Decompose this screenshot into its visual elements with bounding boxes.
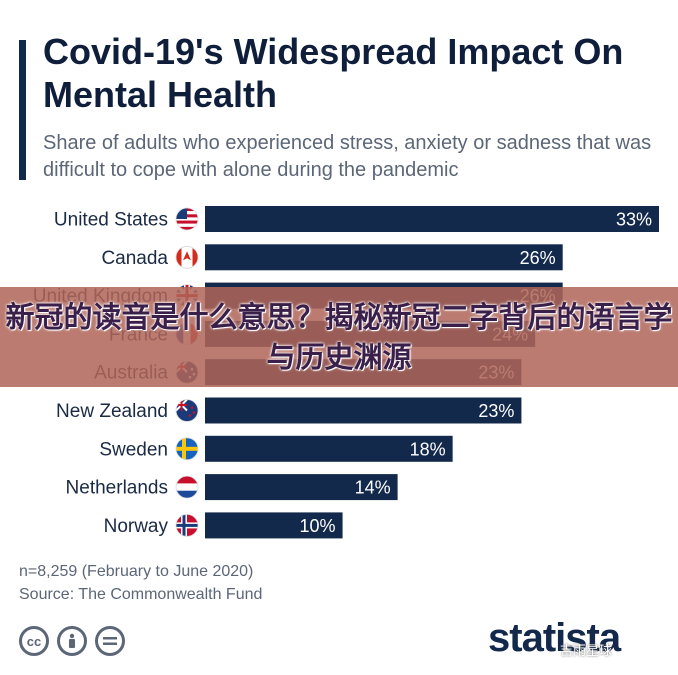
bar: [205, 244, 563, 271]
overlay-banner-text: 新冠的读音是什么意思？揭秘新冠二字背后的语言学与历史渊源: [5, 302, 673, 374]
chart-title: Covid-19's Widespread Impact On Mental H…: [43, 31, 624, 115]
value-label: 33%: [616, 210, 652, 230]
bar: [205, 474, 398, 501]
watermark: 吉雨星球: [560, 643, 613, 658]
category-label: Sweden: [99, 439, 168, 460]
value-label: 18%: [410, 439, 446, 459]
netherlands-flag-icon: [175, 475, 199, 499]
new-zealand-flag-icon: [175, 399, 199, 422]
cc-icon: cc: [19, 626, 49, 656]
license-icons: cc: [19, 626, 125, 656]
accent-bar: [19, 40, 26, 180]
equals-icon: [95, 626, 125, 656]
chart-subtitle: Share of adults who experienced stress, …: [43, 132, 652, 181]
sample-note: n=8,259 (February to June 2020): [19, 563, 254, 580]
category-label: Canada: [101, 248, 168, 269]
bar: [205, 512, 343, 539]
sweden-flag-icon: [175, 437, 199, 461]
person-icon: [57, 626, 87, 656]
bar: [205, 435, 453, 462]
statista-logo: statista: [488, 616, 621, 660]
us-flag-icon: [175, 207, 199, 231]
value-label: 10%: [300, 516, 336, 536]
category-label: Netherlands: [66, 478, 168, 499]
category-label: New Zealand: [56, 401, 168, 422]
value-label: 23%: [478, 401, 514, 421]
bar: [205, 397, 522, 424]
category-label: United States: [54, 210, 168, 231]
value-label: 26%: [520, 248, 556, 268]
norway-flag-icon: [175, 513, 199, 537]
source-note: Source: The Commonwealth Fund: [19, 586, 263, 603]
overlay-banner: [0, 287, 678, 387]
bar: [205, 206, 659, 232]
value-label: 14%: [355, 478, 391, 498]
category-label: Norway: [104, 516, 169, 537]
canada-flag-icon: [175, 245, 199, 269]
